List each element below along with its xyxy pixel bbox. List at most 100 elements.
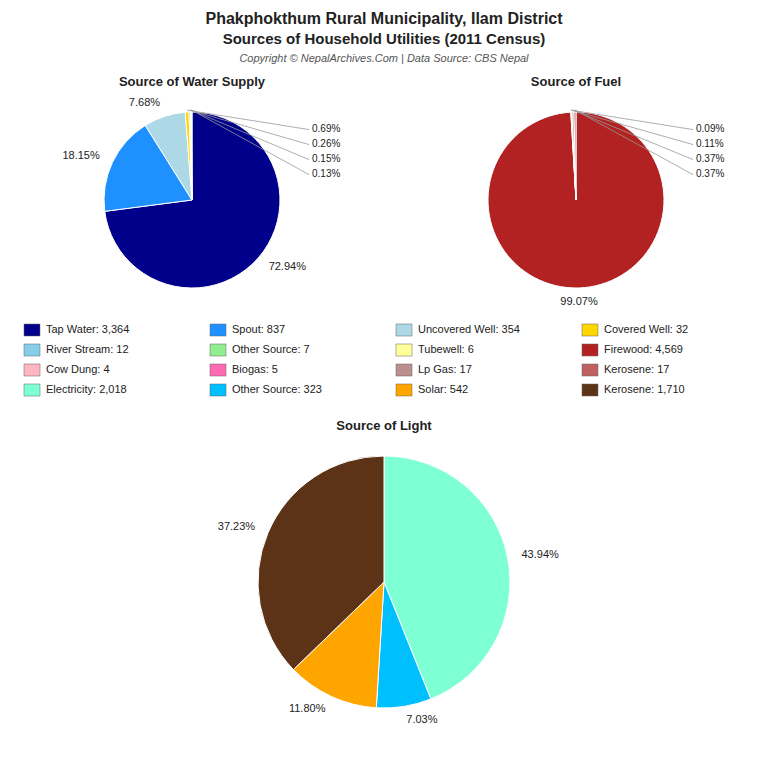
legend-label: Electricity: 2,018 bbox=[46, 383, 127, 395]
slice bbox=[488, 112, 664, 288]
legend-item: Spout: 837 bbox=[210, 323, 285, 336]
pie-chart: Source of Fuel 99.07% 0.09% 0.11% 0.37% 0.37% bbox=[488, 74, 724, 307]
slice bbox=[189, 112, 192, 200]
title: Phakphokthum Rural Municipality, Ilam Di… bbox=[205, 10, 563, 27]
legend-item: Solar: 542 bbox=[396, 383, 468, 396]
slice bbox=[191, 112, 193, 200]
leader-line bbox=[191, 110, 309, 160]
slices bbox=[488, 112, 664, 288]
data-label: 0.15% bbox=[312, 153, 340, 164]
legend-item: Tap Water: 3,364 bbox=[24, 323, 129, 336]
data-label: 99.07% bbox=[560, 295, 598, 307]
legend-item: River Stream: 12 bbox=[24, 343, 129, 356]
data-label: 11.80% bbox=[289, 702, 326, 714]
slice bbox=[258, 456, 384, 670]
legend-label: Biogas: 5 bbox=[232, 363, 278, 375]
slice bbox=[572, 112, 576, 200]
legend-item: Electricity: 2,018 bbox=[24, 383, 127, 396]
legend-swatch bbox=[582, 384, 598, 396]
legend-item: Kerosene: 17 bbox=[582, 363, 669, 376]
leader-line bbox=[190, 110, 309, 145]
data-label: 0.11% bbox=[696, 138, 724, 149]
data-label: 0.37% bbox=[696, 153, 724, 164]
data-label: 0.09% bbox=[696, 123, 724, 134]
legend-item: Lp Gas: 17 bbox=[396, 363, 472, 376]
legend-swatch bbox=[210, 344, 226, 356]
legend-swatch bbox=[24, 364, 40, 376]
slice bbox=[145, 112, 192, 200]
slice bbox=[376, 582, 431, 708]
legend-label: Other Source: 7 bbox=[232, 343, 310, 355]
legend-swatch bbox=[210, 324, 226, 336]
data-label: 0.26% bbox=[312, 138, 340, 149]
leader-line bbox=[573, 110, 693, 160]
chart-container: Phakphokthum Rural Municipality, Ilam Di… bbox=[0, 0, 768, 768]
legend-label: Firewood: 4,569 bbox=[604, 343, 683, 355]
slices bbox=[104, 112, 280, 288]
legend-label: Cow Dung: 4 bbox=[46, 363, 110, 375]
pie-chart: Source of Light 43.94% 7.03% 11.80% 37.23% bbox=[218, 418, 559, 725]
leader-line bbox=[572, 110, 693, 144]
legend-item: Tubewell: 6 bbox=[396, 343, 474, 356]
legend-item: Other Source: 7 bbox=[210, 343, 310, 356]
leader-line bbox=[575, 110, 693, 175]
data-labels: 99.07% 0.09% 0.11% 0.37% 0.37% bbox=[560, 110, 724, 307]
legend-item: Uncovered Well: 354 bbox=[396, 323, 520, 336]
legend-label: River Stream: 12 bbox=[46, 343, 129, 355]
slice bbox=[571, 112, 576, 200]
slice bbox=[190, 112, 192, 200]
legend-label: Other Source: 323 bbox=[232, 383, 322, 395]
legend-label: Solar: 542 bbox=[418, 383, 468, 395]
data-label: 72.94% bbox=[269, 260, 307, 272]
data-label: 0.13% bbox=[312, 168, 340, 179]
data-label: 43.94% bbox=[521, 548, 559, 560]
legend-swatch bbox=[396, 324, 412, 336]
legend-item: Biogas: 5 bbox=[210, 363, 278, 376]
chart-title: Source of Light bbox=[336, 418, 432, 433]
legend-swatch bbox=[210, 364, 226, 376]
legend-swatch bbox=[582, 324, 598, 336]
legend-swatch bbox=[396, 364, 412, 376]
slice bbox=[571, 112, 576, 200]
pie-chart: Source of Water Supply 72.94% 18.15% 7.68% 0… bbox=[62, 74, 340, 288]
annotation: Copyright © NepalArchives.Com | Data Sou… bbox=[239, 52, 529, 64]
legend-item: Other Source: 323 bbox=[210, 383, 322, 396]
data-label: 7.68% bbox=[129, 96, 160, 108]
legend-label: Tap Water: 3,364 bbox=[46, 323, 129, 335]
legend-item: Firewood: 4,569 bbox=[582, 343, 683, 356]
chart-title: Source of Fuel bbox=[531, 74, 621, 89]
data-labels: 43.94% 7.03% 11.80% 37.23% bbox=[218, 520, 559, 725]
data-label: 37.23% bbox=[218, 520, 256, 532]
legend-swatch bbox=[210, 384, 226, 396]
legend-swatch bbox=[24, 384, 40, 396]
legend-label: Kerosene: 17 bbox=[604, 363, 669, 375]
legend-item: Kerosene: 1,710 bbox=[582, 383, 685, 396]
leader-line bbox=[192, 110, 309, 175]
slice bbox=[185, 112, 192, 200]
legend-swatch bbox=[582, 364, 598, 376]
legend-label: Tubewell: 6 bbox=[418, 343, 474, 355]
leader-line bbox=[571, 110, 693, 129]
slice bbox=[574, 112, 576, 200]
data-label: 18.15% bbox=[62, 149, 100, 161]
legend: Tap Water: 3,364 Spout: 837 Uncovered Well… bbox=[24, 323, 688, 396]
legend-label: Kerosene: 1,710 bbox=[604, 383, 685, 395]
figure: Phakphokthum Rural Municipality, Ilam Di… bbox=[0, 0, 768, 768]
slices bbox=[258, 456, 510, 708]
legend-label: Spout: 837 bbox=[232, 323, 285, 335]
data-labels: 72.94% 18.15% 7.68% 0.69% 0.26% 0.15% 0.13% bbox=[62, 96, 340, 272]
data-label: 7.03% bbox=[406, 713, 437, 725]
legend-swatch bbox=[582, 344, 598, 356]
slice bbox=[105, 112, 280, 288]
data-label: 0.69% bbox=[312, 123, 340, 134]
legend-item: Cow Dung: 4 bbox=[24, 363, 110, 376]
legend-label: Uncovered Well: 354 bbox=[418, 323, 520, 335]
legend-swatch bbox=[24, 344, 40, 356]
legend-swatch bbox=[396, 384, 412, 396]
legend-label: Covered Well: 32 bbox=[604, 323, 688, 335]
legend-swatch bbox=[396, 344, 412, 356]
subtitle: Sources of Household Utilities (2011 Cen… bbox=[223, 30, 546, 47]
legend-label: Lp Gas: 17 bbox=[418, 363, 472, 375]
data-label: 0.37% bbox=[696, 168, 724, 179]
chart-title: Source of Water Supply bbox=[119, 74, 266, 89]
